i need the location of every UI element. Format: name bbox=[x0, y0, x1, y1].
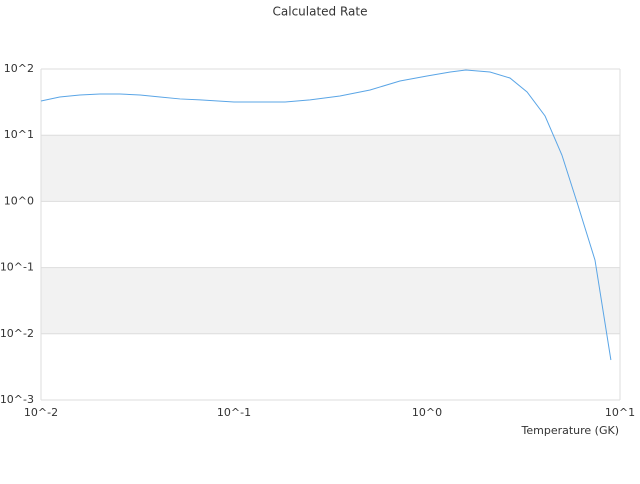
y-tick-label: 10^1 bbox=[4, 128, 34, 141]
y-tick-label: 10^-1 bbox=[0, 261, 34, 274]
data-line bbox=[40, 69, 612, 361]
x-axis-label: Temperature (GK) bbox=[521, 424, 620, 437]
x-tick-label: 10^0 bbox=[412, 406, 442, 419]
grid-band bbox=[41, 267, 620, 334]
x-tick-label: 10^-1 bbox=[217, 406, 251, 419]
chart-title: Calculated Rate bbox=[273, 5, 368, 19]
y-tick-label: 10^-3 bbox=[0, 393, 34, 406]
grid-band bbox=[41, 135, 620, 202]
x-tick-label: 10^-2 bbox=[24, 406, 58, 419]
y-tick-label: 10^0 bbox=[4, 194, 34, 207]
y-tick-label: 10^-2 bbox=[0, 327, 34, 340]
y-tick-label: 10^2 bbox=[4, 62, 34, 75]
x-tick-label: 10^1 bbox=[605, 406, 635, 419]
